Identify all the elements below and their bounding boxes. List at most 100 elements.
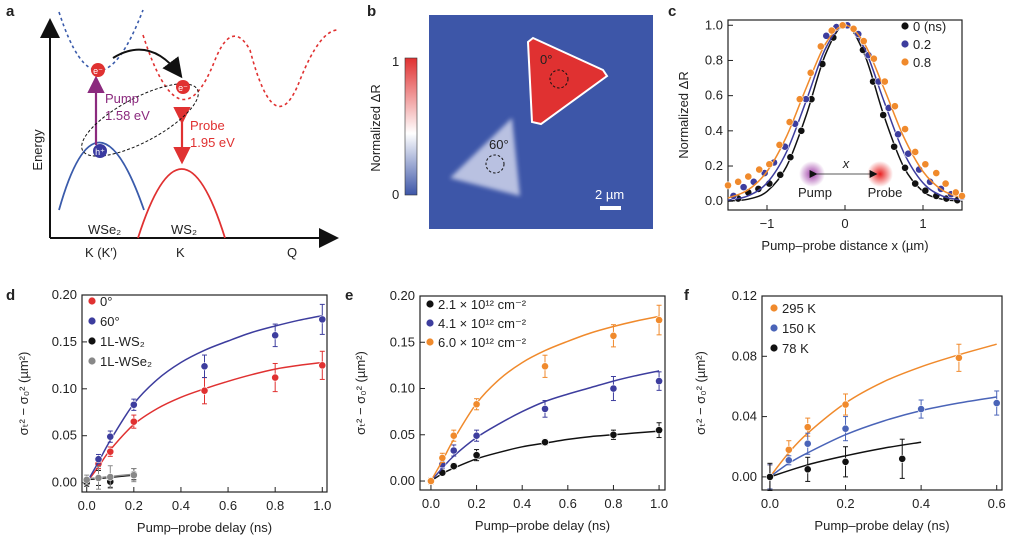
data-point <box>724 181 732 190</box>
x-tick-label: 0.0 <box>78 498 96 513</box>
y-tick-label: 0.2 <box>705 158 723 173</box>
legend-marker <box>426 319 434 327</box>
series-2: 0.8 <box>724 21 966 200</box>
colorbar-min: 0 <box>392 187 399 202</box>
y-tick-label: 0.04 <box>732 409 757 424</box>
data-point <box>609 384 618 393</box>
data-point <box>449 446 458 455</box>
probe-spot <box>549 69 569 89</box>
flake-60deg <box>450 118 520 196</box>
wse2-label: WSe₂ <box>88 222 121 237</box>
probe-label: Probe <box>868 185 903 200</box>
q-point-label: Q <box>287 245 297 260</box>
colorbar-max: 1 <box>392 54 399 69</box>
y-tick-label: 0.20 <box>52 287 77 302</box>
data-point <box>838 21 847 30</box>
legend-label: 0 (ns) <box>913 19 946 34</box>
data-point <box>926 177 934 186</box>
panel-label: a <box>6 3 15 20</box>
series-1: 0.2 <box>727 21 966 201</box>
data-point <box>472 451 481 460</box>
data-point <box>921 186 930 195</box>
transfer-arrow <box>112 48 183 79</box>
data-point <box>921 160 930 169</box>
legend-marker <box>770 344 778 352</box>
x-tick-label: 0.6 <box>988 496 1006 511</box>
legend-marker <box>901 22 909 30</box>
data-point <box>869 54 878 63</box>
panel-label: b <box>367 3 376 20</box>
data-point <box>917 405 926 413</box>
legend-label: 295 K <box>782 301 816 316</box>
legend-marker <box>426 338 434 346</box>
data-point <box>806 68 815 77</box>
x-tick-label: 0.4 <box>912 496 930 511</box>
plot-frame <box>81 294 328 493</box>
wse2-conduction-band <box>58 9 144 72</box>
x-tick-label: 1.0 <box>650 496 668 511</box>
panel-label: c <box>668 3 676 20</box>
x-axis-label: Pump–probe delay (ns) <box>137 520 272 535</box>
data-point <box>786 153 795 162</box>
panel-a-band-diagram: a Energy e⁻ e⁻ h⁺ Pump 1.58 eV Probe 1.9… <box>6 3 339 260</box>
x-tick-label: 0.0 <box>422 496 440 511</box>
series-2: 78 K <box>766 341 922 491</box>
series-2: 6.0 × 10¹² cm⁻² <box>426 304 663 485</box>
y-tick-label: 0.00 <box>732 469 757 484</box>
probe-spot <box>485 154 505 174</box>
data-point <box>449 462 458 471</box>
legend-label: 78 K <box>782 341 809 356</box>
series-0: 2.1 × 10¹² cm⁻² <box>426 297 663 485</box>
panel-label: e <box>345 287 353 304</box>
x-axis-label: Pump–probe delay (ns) <box>814 518 949 533</box>
x-tick-label: 0.6 <box>559 496 577 511</box>
x-tick-label: 0.4 <box>513 496 531 511</box>
data-point <box>784 456 793 465</box>
fit-line <box>769 343 997 478</box>
data-point <box>822 31 831 40</box>
ws2-valence-band <box>137 168 226 239</box>
legend-marker <box>88 357 96 365</box>
chart-panel-f: f 0.0 0.2 0.4 0.6 0.00 0.04 0.08 0.12 Pump–probe … <box>684 287 1006 533</box>
plot-frame <box>419 295 666 491</box>
data-point <box>609 331 618 340</box>
data-point <box>200 362 209 371</box>
data-point <box>739 183 748 192</box>
data-point <box>541 438 549 447</box>
chart-panel-c: c −1 0 1 0.0 0.2 0.4 0.6 0.8 1.0 Pump–probe distan… <box>668 3 966 253</box>
chart-panel-e: e 0.0 0.2 0.4 0.6 0.8 1.0 0.00 0.05 0.10 0.15 0.20 P… <box>345 287 668 533</box>
data-point <box>859 37 868 46</box>
energy-label: Energy <box>30 129 45 171</box>
data-point <box>890 142 899 151</box>
x-tick-label: 0.0 <box>761 496 779 511</box>
data-point <box>849 24 858 33</box>
probe-energy: 1.95 eV <box>190 135 235 150</box>
scalebar <box>600 206 621 210</box>
data-point <box>941 179 950 188</box>
data-point <box>901 125 909 133</box>
fit-line <box>430 370 660 482</box>
data-point <box>785 118 794 126</box>
legend-marker <box>770 324 778 332</box>
angle-label-0: 0° <box>540 52 552 67</box>
y-tick-label: 0.08 <box>732 348 757 363</box>
panel-label: f <box>684 287 690 304</box>
angle-label-60: 60° <box>489 137 509 152</box>
plot-frame <box>761 295 1003 491</box>
data-point <box>803 439 812 448</box>
data-point <box>765 160 774 169</box>
data-point <box>427 477 435 485</box>
y-tick-label: 0.6 <box>705 88 723 103</box>
data-point <box>318 315 327 324</box>
panel-b-map: b 1 0 Normalized ΔR 0° 60° 2 µm <box>367 3 653 229</box>
data-point <box>129 400 138 409</box>
data-point <box>94 474 103 482</box>
data-point <box>94 455 103 464</box>
data-point <box>734 177 743 186</box>
y-tick-label: 0.12 <box>732 288 757 303</box>
data-point <box>911 179 920 188</box>
data-point <box>797 126 806 135</box>
legend-marker <box>901 58 909 66</box>
y-tick-label: 1.0 <box>705 17 723 32</box>
y-tick-label: 0.4 <box>705 123 723 138</box>
